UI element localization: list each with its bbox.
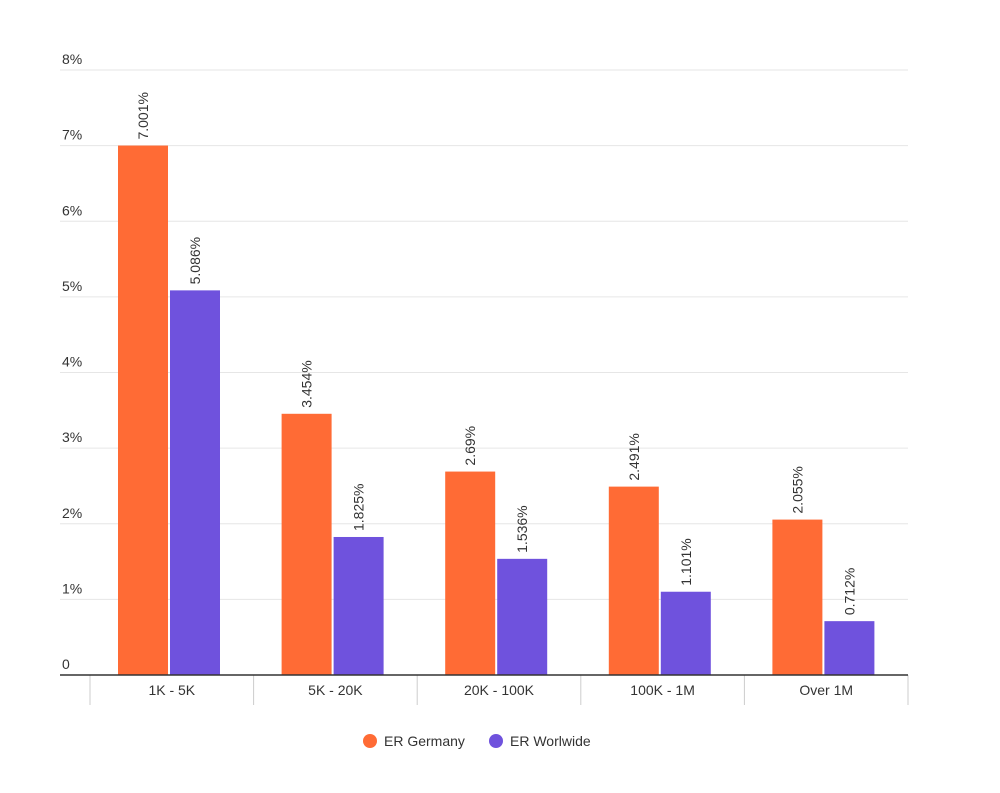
- data-label: 1.825%: [351, 484, 367, 531]
- data-label: 1.536%: [514, 505, 530, 552]
- bar: [281, 413, 332, 675]
- legend-label: ER Germany: [384, 733, 465, 749]
- bar: [608, 486, 659, 675]
- y-tick-label: 8%: [62, 51, 82, 67]
- data-labels: 7.001% 5.086% 3.454% 1.825% 2.69% 1.536% 2.491…: [135, 92, 857, 615]
- x-tick-label: 100K - 1M: [630, 682, 695, 698]
- data-label: 2.69%: [462, 426, 478, 466]
- bar: [497, 558, 548, 675]
- data-label: 3.454%: [299, 360, 315, 407]
- data-label: 0.712%: [841, 568, 857, 615]
- data-label: 1.101%: [678, 538, 694, 585]
- x-tick-label: 5K - 20K: [308, 682, 363, 698]
- bar: [824, 621, 875, 675]
- y-axis: 0 1% 2% 3% 4% 5% 6% 7% 8%: [62, 51, 82, 672]
- bar: [660, 591, 711, 675]
- data-label: 2.055%: [789, 466, 805, 513]
- x-tick-label: 1K - 5K: [148, 682, 195, 698]
- bar: [170, 290, 220, 675]
- x-tick-label: Over 1M: [799, 682, 853, 698]
- y-tick-label: 1%: [62, 580, 82, 596]
- bar: [445, 471, 496, 675]
- data-label: 2.491%: [626, 433, 642, 480]
- legend: ER Germany ER Worlwide: [363, 733, 591, 749]
- bar: [118, 145, 168, 675]
- y-tick-label: 0: [62, 656, 70, 672]
- legend-swatch: [489, 734, 503, 748]
- y-tick-label: 5%: [62, 278, 82, 294]
- legend-label: ER Worlwide: [510, 733, 591, 749]
- y-tick-label: 3%: [62, 429, 82, 445]
- y-tick-label: 6%: [62, 202, 82, 218]
- x-tick-label: 20K - 100K: [464, 682, 535, 698]
- y-tick-label: 2%: [62, 505, 82, 521]
- x-axis: 1K - 5K 5K - 20K 20K - 100K 100K - 1M Over 1…: [60, 674, 909, 705]
- legend-swatch: [363, 734, 377, 748]
- bar: [772, 519, 823, 675]
- data-label: 7.001%: [135, 92, 151, 139]
- bar: [333, 536, 384, 675]
- y-tick-label: 7%: [62, 127, 82, 143]
- bars: [118, 145, 875, 675]
- data-label: 5.086%: [187, 237, 203, 284]
- y-tick-label: 4%: [62, 354, 82, 370]
